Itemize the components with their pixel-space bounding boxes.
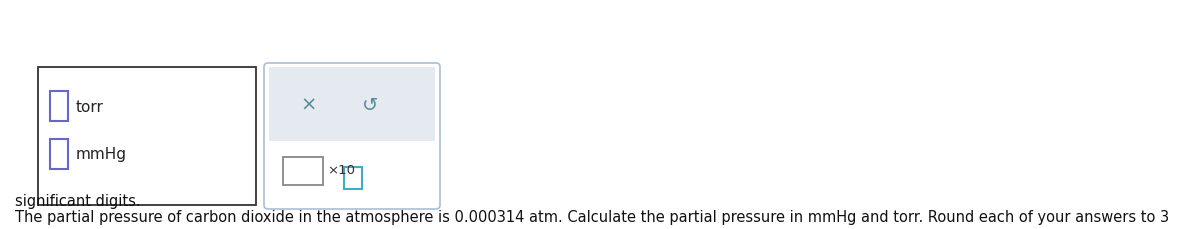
Bar <box>283 157 323 185</box>
Text: ×: × <box>301 95 317 114</box>
Text: ×10: ×10 <box>326 163 355 176</box>
FancyBboxPatch shape <box>264 64 440 209</box>
Text: torr: torr <box>76 99 104 114</box>
Bar <box>50 139 68 169</box>
Bar <box>38 68 256 205</box>
Bar <box>50 92 68 121</box>
Text: significant digits.: significant digits. <box>14 193 140 208</box>
Bar <box>269 68 436 141</box>
Text: ↺: ↺ <box>362 95 378 114</box>
Bar <box>344 167 362 189</box>
Text: mmHg: mmHg <box>76 147 127 162</box>
Text: The partial pressure of carbon dioxide in the atmosphere is 0.000314 atm. Calcul: The partial pressure of carbon dioxide i… <box>14 209 1169 224</box>
